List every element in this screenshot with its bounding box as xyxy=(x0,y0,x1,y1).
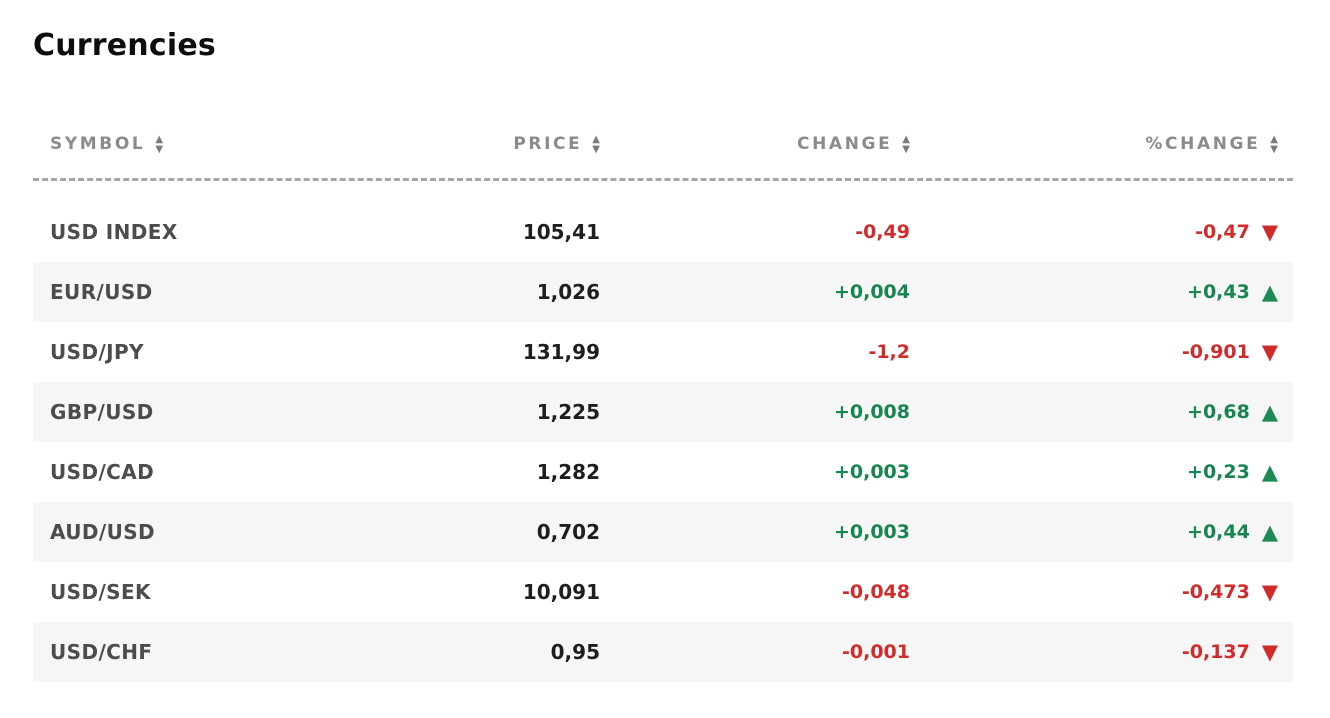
sort-up-icon: ▲ xyxy=(902,133,910,145)
column-header-change[interactable]: CHANGE ▲ ▼ xyxy=(600,122,910,166)
change-cell: -1,2 xyxy=(868,341,910,363)
page-title: Currencies xyxy=(33,28,216,63)
sort-up-icon: ▲ xyxy=(1270,133,1278,145)
price-cell: 0,95 xyxy=(550,640,600,664)
sort-up-icon: ▲ xyxy=(592,133,600,145)
pct-change-value: +0,44 xyxy=(1187,521,1250,543)
triangle-down-icon: ▼ xyxy=(1261,639,1278,664)
table-body: USD INDEX 105,41 -0,49 -0,47 ▼ EUR/USD 1… xyxy=(33,181,1293,682)
pct-change-value: -0,473 xyxy=(1181,581,1250,603)
column-header-label: CHANGE xyxy=(797,134,893,154)
symbol-cell: USD INDEX xyxy=(50,220,178,244)
pct-change-value: -0,901 xyxy=(1181,341,1250,363)
currencies-table: SYMBOL ▲ ▼ PRICE ▲ ▼ CHANGE ▲ ▼ xyxy=(33,122,1293,682)
currencies-widget: Currencies SYMBOL ▲ ▼ PRICE ▲ ▼ CHANGE xyxy=(0,28,1330,682)
price-cell: 105,41 xyxy=(522,220,600,244)
column-header-pct-change[interactable]: %CHANGE ▲ ▼ xyxy=(910,122,1293,166)
pct-change-value: +0,43 xyxy=(1187,281,1250,303)
price-cell: 1,225 xyxy=(536,400,600,424)
sort-arrows-icon: ▲ ▼ xyxy=(592,133,600,155)
price-cell: 1,282 xyxy=(536,460,600,484)
price-cell: 0,702 xyxy=(536,520,600,544)
column-header-symbol[interactable]: SYMBOL ▲ ▼ xyxy=(33,122,253,166)
change-cell: +0,003 xyxy=(833,521,910,543)
triangle-down-icon: ▼ xyxy=(1261,219,1278,244)
sort-down-icon: ▼ xyxy=(592,143,600,155)
symbol-cell: GBP/USD xyxy=(50,400,154,424)
symbol-cell: AUD/USD xyxy=(50,520,156,544)
symbol-cell: EUR/USD xyxy=(50,280,153,304)
triangle-down-icon: ▼ xyxy=(1261,339,1278,364)
change-cell: +0,003 xyxy=(833,461,910,483)
table-row[interactable]: USD/JPY 131,99 -1,2 -0,901 ▼ xyxy=(33,322,1293,382)
pct-change-cell: -0,473 ▼ xyxy=(910,562,1293,622)
pct-change-cell: +0,44 ▲ xyxy=(910,502,1293,562)
pct-change-cell: +0,68 ▲ xyxy=(910,382,1293,442)
column-header-label: %CHANGE xyxy=(1145,134,1261,154)
table-header-row: SYMBOL ▲ ▼ PRICE ▲ ▼ CHANGE ▲ ▼ xyxy=(33,122,1293,166)
sort-down-icon: ▼ xyxy=(902,143,910,155)
triangle-up-icon: ▲ xyxy=(1261,399,1278,424)
triangle-up-icon: ▲ xyxy=(1261,459,1278,484)
triangle-up-icon: ▲ xyxy=(1261,279,1278,304)
price-cell: 131,99 xyxy=(522,340,600,364)
table-row[interactable]: EUR/USD 1,026 +0,004 +0,43 ▲ xyxy=(33,262,1293,322)
symbol-cell: USD/JPY xyxy=(50,340,144,364)
change-cell: +0,008 xyxy=(833,401,910,423)
pct-change-value: +0,68 xyxy=(1187,401,1250,423)
sort-arrows-icon: ▲ ▼ xyxy=(1270,133,1278,155)
pct-change-cell: +0,23 ▲ xyxy=(910,442,1293,502)
symbol-cell: USD/CAD xyxy=(50,460,155,484)
pct-change-value: -0,47 xyxy=(1195,221,1250,243)
column-header-label: SYMBOL xyxy=(50,134,146,154)
sort-down-icon: ▼ xyxy=(1270,143,1278,155)
triangle-down-icon: ▼ xyxy=(1261,579,1278,604)
sort-arrows-icon: ▲ ▼ xyxy=(155,133,164,155)
change-cell: -0,49 xyxy=(855,221,910,243)
price-cell: 1,026 xyxy=(536,280,600,304)
symbol-cell: USD/CHF xyxy=(50,640,153,664)
change-cell: -0,001 xyxy=(842,641,910,663)
table-row[interactable]: USD INDEX 105,41 -0,49 -0,47 ▼ xyxy=(33,202,1293,262)
table-row[interactable]: GBP/USD 1,225 +0,008 +0,68 ▲ xyxy=(33,382,1293,442)
sort-up-icon: ▲ xyxy=(155,133,164,145)
triangle-up-icon: ▲ xyxy=(1261,519,1278,544)
table-row[interactable]: USD/CAD 1,282 +0,003 +0,23 ▲ xyxy=(33,442,1293,502)
change-cell: -0,048 xyxy=(842,581,910,603)
symbol-cell: USD/SEK xyxy=(50,580,151,604)
sort-arrows-icon: ▲ ▼ xyxy=(902,133,910,155)
sort-down-icon: ▼ xyxy=(155,143,164,155)
table-row[interactable]: AUD/USD 0,702 +0,003 +0,44 ▲ xyxy=(33,502,1293,562)
pct-change-cell: -0,47 ▼ xyxy=(910,202,1293,262)
table-row[interactable]: USD/SEK 10,091 -0,048 -0,473 ▼ xyxy=(33,562,1293,622)
pct-change-cell: -0,137 ▼ xyxy=(910,622,1293,682)
price-cell: 10,091 xyxy=(522,580,600,604)
column-header-price[interactable]: PRICE ▲ ▼ xyxy=(253,122,600,166)
table-row[interactable]: USD/CHF 0,95 -0,001 -0,137 ▼ xyxy=(33,622,1293,682)
pct-change-cell: +0,43 ▲ xyxy=(910,262,1293,322)
pct-change-value: +0,23 xyxy=(1187,461,1250,483)
header-divider xyxy=(33,178,1293,181)
column-header-label: PRICE xyxy=(513,134,583,154)
pct-change-value: -0,137 xyxy=(1181,641,1250,663)
change-cell: +0,004 xyxy=(833,281,910,303)
pct-change-cell: -0,901 ▼ xyxy=(910,322,1293,382)
